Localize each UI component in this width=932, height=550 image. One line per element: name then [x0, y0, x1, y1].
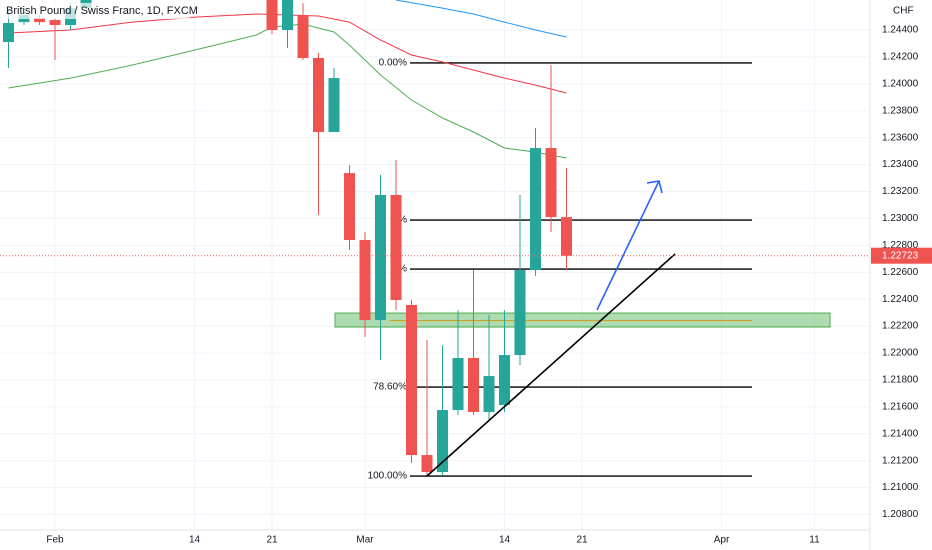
y-tick-label: 1.22400 — [882, 294, 919, 305]
x-tick-label: 21 — [266, 535, 278, 546]
fib-label: 0.00% — [379, 58, 407, 69]
y-tick-label: 1.21000 — [882, 482, 919, 493]
candle-body — [344, 173, 355, 240]
x-tick-label: 14 — [499, 535, 511, 546]
y-tick-label: 1.23800 — [882, 105, 919, 116]
y-tick-label: 1.21600 — [882, 401, 919, 412]
y-tick-label: 1.20800 — [882, 509, 919, 520]
candle-body — [390, 195, 402, 300]
x-tick-label: 14 — [189, 535, 201, 546]
candle-body — [297, 15, 309, 59]
arrow-head — [646, 180, 663, 194]
price-badge-label: 1.22723 — [882, 250, 919, 261]
y-tick-label: 1.21200 — [882, 455, 919, 466]
candle-body — [530, 148, 541, 270]
y-tick-label: 1.22600 — [882, 267, 919, 278]
chart-title: British Pound / Swiss Franc, 1D, FXCM — [6, 5, 198, 17]
candle-body — [452, 357, 464, 411]
candle-body — [514, 269, 526, 356]
y-tick-label: 1.22800 — [882, 240, 919, 251]
y-tick-label: 1.24000 — [882, 78, 919, 89]
price-badge — [871, 247, 932, 264]
x-tick-label: Apr — [714, 535, 730, 546]
title-bg — [2, 3, 190, 19]
candle-body — [561, 217, 572, 256]
x-tick-label: 11 — [809, 535, 820, 546]
x-tick-label: Feb — [46, 535, 64, 546]
candle-body — [359, 239, 371, 321]
moving-average — [395, 0, 567, 38]
arrow-shaft — [596, 180, 660, 311]
candle-body — [375, 195, 386, 321]
candle-body — [545, 148, 557, 218]
candle-body — [499, 355, 510, 405]
candle-body — [437, 410, 448, 472]
fib-label: 100.00% — [368, 471, 408, 482]
trend-line — [426, 253, 676, 477]
candle-body — [406, 304, 417, 456]
y-tick-label: 1.23200 — [882, 186, 919, 197]
candle-body — [313, 58, 324, 133]
grid — [0, 0, 870, 530]
y-tick-label: 1.23600 — [882, 132, 919, 143]
axes: 1.20800 1.21000 1.21200 1.21400 1.21600 1.218… — [46, 25, 932, 546]
y-tick-label: 1.24200 — [882, 52, 919, 63]
plot-area: 0.00%%% 78.60% 100.00% — [0, 0, 870, 482]
fib-label: 78.60% — [373, 382, 407, 393]
candle-body — [468, 357, 479, 412]
y-tick-label: 1.23000 — [882, 213, 919, 224]
candle-body — [49, 20, 61, 26]
y-tick-label: 1.22200 — [882, 321, 919, 332]
candle-body — [3, 23, 14, 42]
candle-body — [282, 0, 293, 31]
y-tick-label: 1.21800 — [882, 375, 919, 386]
y-tick-label: 1.21400 — [882, 428, 919, 439]
fib-label: % — [398, 215, 407, 226]
y-tick-label: 1.24400 — [882, 25, 919, 36]
moving-average — [8, 23, 567, 159]
x-tick-label: Mar — [356, 535, 374, 546]
candle-body — [328, 78, 340, 133]
candle-body — [266, 0, 278, 31]
candle-body — [421, 455, 433, 472]
x-tick-label: 21 — [576, 535, 588, 546]
candle-body — [483, 376, 495, 412]
y-tick-label: 1.22000 — [882, 348, 919, 359]
currency-label: CHF — [893, 6, 914, 17]
moving-average — [8, 13, 567, 94]
y-tick-label: 1.23400 — [882, 159, 919, 170]
candle-body — [34, 18, 45, 23]
fib-label: % — [398, 264, 407, 275]
